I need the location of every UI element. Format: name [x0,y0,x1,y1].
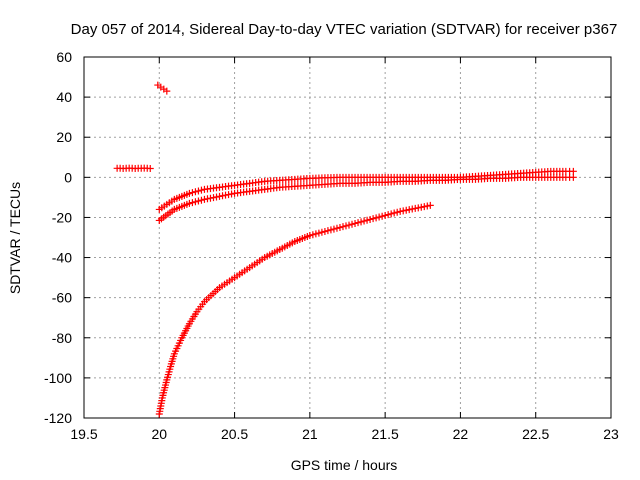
x-tick-label: 22 [453,426,469,442]
data-point [146,165,154,173]
x-tick-label: 21.5 [372,426,399,442]
x-axis-label: GPS time / hours [291,457,398,473]
plot-frame [83,56,612,419]
axis-ticks: 19.5 20 20.5 21 21.5 22 22.5 23 -120 -100 -80 -60 -4… [44,49,619,442]
x-tick-label: 21 [302,426,318,442]
data-point [203,195,211,203]
y-tick-label: 0 [64,169,72,185]
y-tick-label: 60 [56,49,72,65]
data-point [351,219,359,227]
data-point [396,207,404,215]
data-point [426,201,434,209]
grid [84,57,611,418]
data-point [408,205,416,213]
data-point [423,202,431,210]
data-point [390,209,398,217]
data-point [324,227,332,235]
data-point [414,204,422,212]
data-point [405,206,413,214]
x-tick-label: 22.5 [522,426,549,442]
data-point [339,223,347,231]
y-tick-label: -120 [44,410,72,426]
data-point [312,230,320,238]
data-point [411,204,419,212]
y-tick-label: -80 [52,330,72,346]
data-point [420,203,428,211]
data-point [228,190,236,198]
data-point [330,225,338,233]
data-point [369,215,377,223]
data-point [188,189,196,197]
y-tick-label: -40 [52,250,72,266]
x-tick-label: 20 [151,426,167,442]
data-point [209,194,217,202]
data-point [194,187,202,195]
data-point [185,189,193,197]
data-point [206,194,214,202]
data-point [194,197,202,205]
data-point [345,221,353,229]
x-tick-label: 20.5 [221,426,248,442]
data-point [197,196,205,204]
y-tick-label: -100 [44,370,72,386]
data-point [333,224,341,232]
data-point [222,191,230,199]
data-points [113,81,577,418]
data-point [378,212,386,220]
data-point [191,198,199,206]
data-point [375,213,383,221]
data-point [225,191,233,199]
data-point [213,193,221,201]
data-point [363,216,371,224]
data-point [216,192,224,200]
data-point [384,211,392,219]
x-tick-label: 19.5 [70,426,97,442]
data-point [360,217,368,225]
y-axis-label: SDTVAR / TECUs [7,182,23,294]
data-point [569,167,577,175]
data-point [357,218,365,226]
data-point [372,214,380,222]
data-point [342,222,350,230]
data-point [417,203,425,211]
data-point [327,226,335,234]
data-point [321,227,329,235]
y-tick-label: -20 [52,209,72,225]
data-point [197,186,205,194]
x-tick-label: 23 [603,426,619,442]
data-point [185,199,193,207]
data-point [306,231,314,239]
data-point [188,199,196,207]
data-point [318,228,326,236]
chart-title: Day 057 of 2014, Sidereal Day-to-day VTE… [71,21,618,38]
data-point [219,192,227,200]
data-point [336,223,344,231]
y-tick-label: 40 [56,89,72,105]
data-point [163,87,171,95]
y-tick-label: 20 [56,129,72,145]
data-point [402,206,410,214]
data-point [348,220,356,228]
data-point [366,215,374,223]
data-point [387,210,395,218]
y-tick-label: -60 [52,290,72,306]
data-point [309,231,317,239]
data-point [399,207,407,215]
data-point [381,211,389,219]
data-point [315,229,323,237]
data-point [191,188,199,196]
data-point [200,195,208,203]
data-point [393,208,401,216]
data-point [354,219,362,227]
data-point [569,173,577,181]
